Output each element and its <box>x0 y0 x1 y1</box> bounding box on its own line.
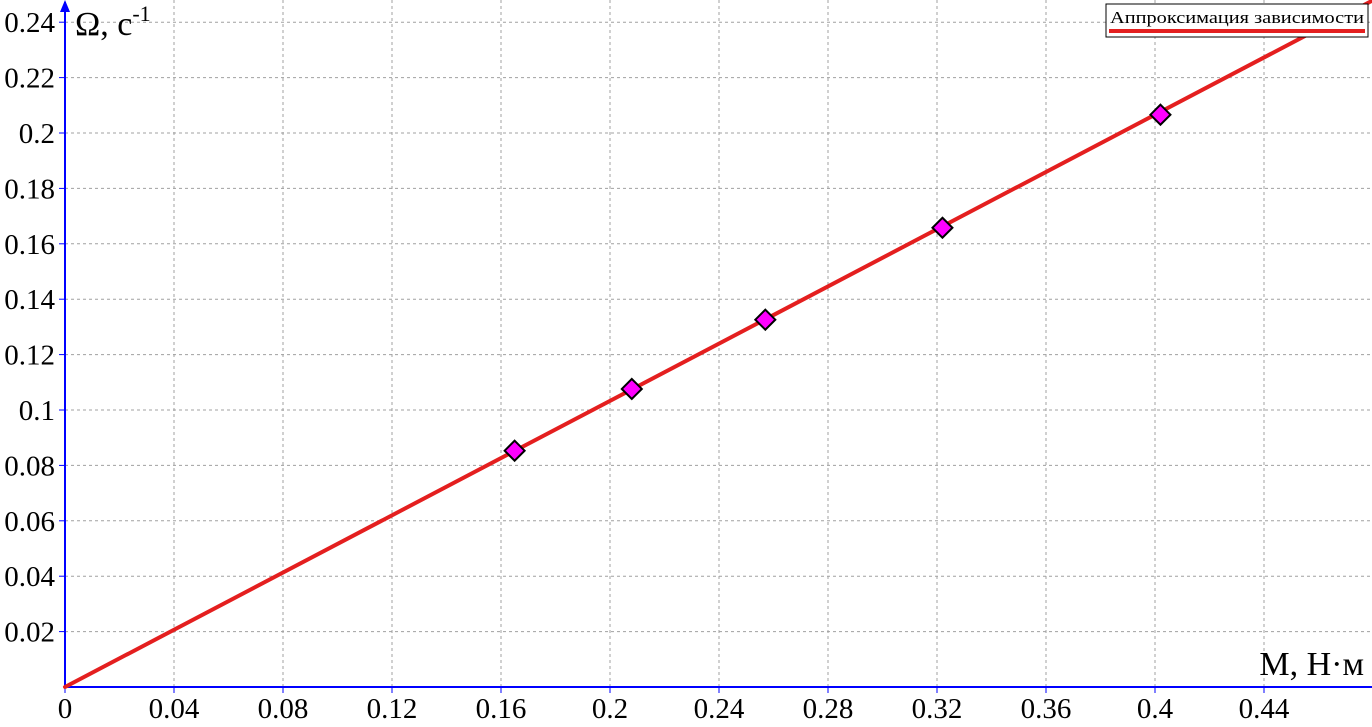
data-point-marker <box>505 441 525 461</box>
x-tick-label: 0.44 <box>1239 693 1290 725</box>
legend: Аппроксимация зависимости <box>1106 4 1368 37</box>
y-axis-title: Ω, с-1 <box>75 1 151 43</box>
y-tick-label: 0.06 <box>4 506 55 538</box>
y-axis-arrow <box>60 0 70 12</box>
y-tick-label: 0.16 <box>4 229 55 261</box>
y-tick-label: 0.02 <box>4 617 55 649</box>
x-tick-label: 0.16 <box>476 693 527 725</box>
y-tick-label: 0.18 <box>4 173 55 205</box>
x-axis-title: M, Н·м <box>1259 646 1364 683</box>
x-tick-label: 0.24 <box>694 693 745 725</box>
x-tick-label: 0.28 <box>803 693 854 725</box>
y-tick-label: 0.04 <box>4 561 55 593</box>
x-tick-label: 0.08 <box>258 693 309 725</box>
legend-label: Аппроксимация зависимости <box>1110 8 1364 27</box>
x-tick-label: 0.12 <box>367 693 418 725</box>
y-tick-label: 0.1 <box>19 395 55 427</box>
x-tick-label: 0.32 <box>912 693 963 725</box>
data-point-marker <box>755 310 775 330</box>
x-tick-label: 0.04 <box>149 693 200 725</box>
x-tick-label: 0.2 <box>592 693 628 725</box>
y-tick-label: 0.22 <box>4 63 55 95</box>
x-tick-label: 0 <box>58 693 73 725</box>
y-tick-label: 0.12 <box>4 340 55 372</box>
y-tick-label: 0.08 <box>4 450 55 482</box>
x-tick-label: 0.36 <box>1021 693 1072 725</box>
y-tick-label: 0.2 <box>19 118 55 150</box>
y-tick-label: 0.14 <box>4 284 55 316</box>
x-tick-label: 0.4 <box>1137 693 1174 725</box>
data-point-marker <box>622 379 642 399</box>
y-tick-label: 0.24 <box>4 7 55 39</box>
